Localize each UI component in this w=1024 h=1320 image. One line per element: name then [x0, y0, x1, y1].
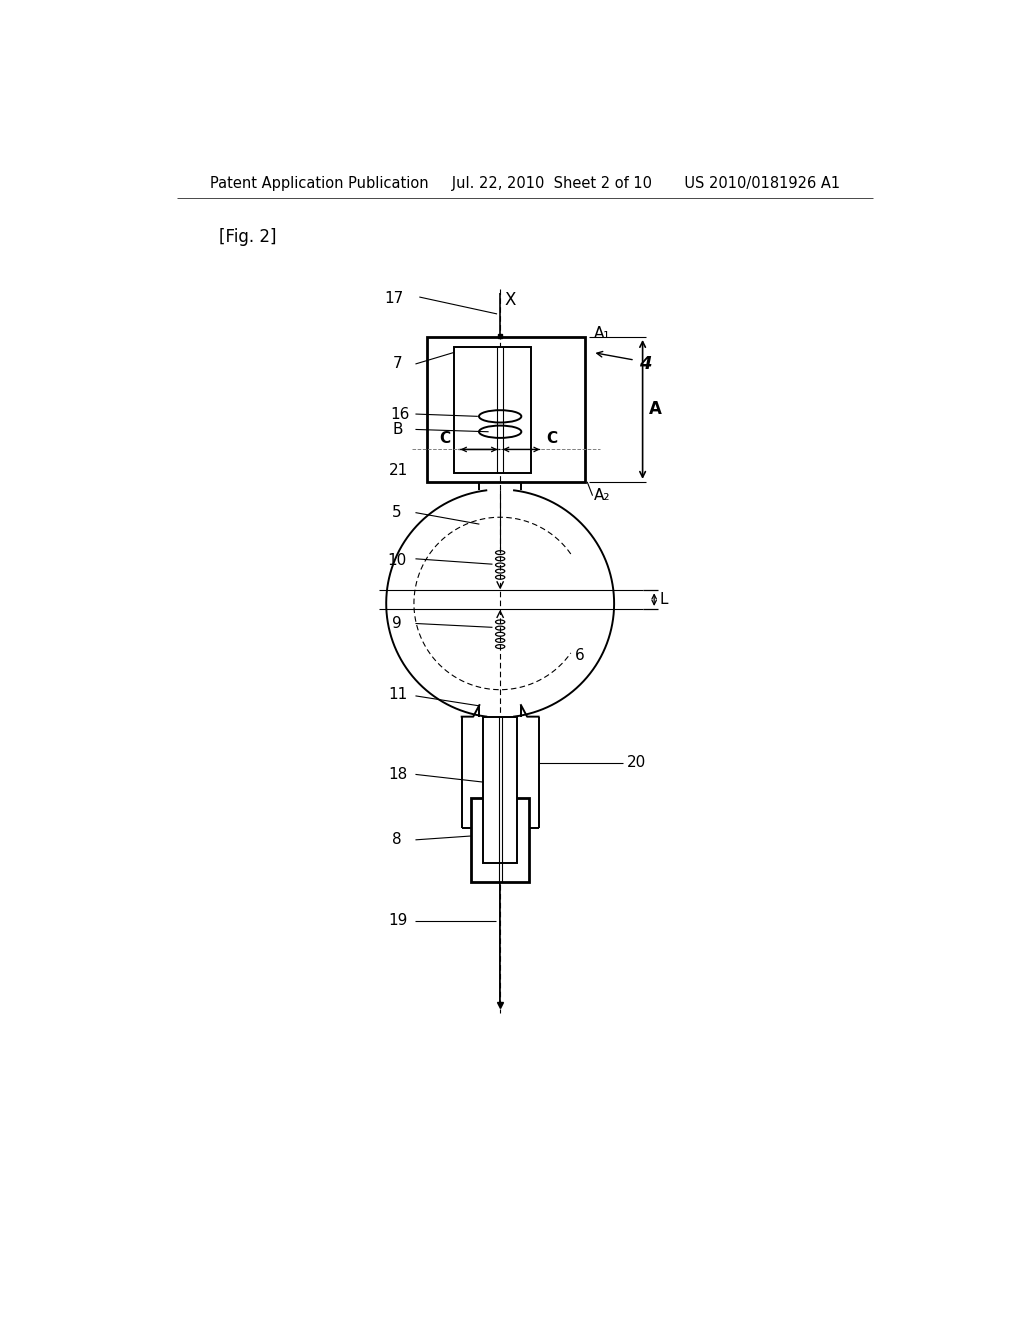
Text: 6: 6 [574, 648, 585, 663]
Text: A₂: A₂ [594, 488, 610, 503]
Text: Patent Application Publication     Jul. 22, 2010  Sheet 2 of 10       US 2010/01: Patent Application Publication Jul. 22, … [210, 176, 840, 190]
Text: B: B [392, 422, 402, 437]
Text: 20: 20 [628, 755, 646, 771]
Text: 4: 4 [639, 355, 651, 374]
Bar [427, 337, 585, 482]
Text: 11: 11 [388, 686, 408, 702]
Text: 16: 16 [390, 407, 410, 421]
Text: 7: 7 [392, 356, 402, 371]
Bar [454, 347, 531, 473]
Text: 8: 8 [392, 833, 402, 847]
Text: A: A [649, 400, 662, 418]
Bar [483, 717, 517, 863]
Text: 9: 9 [392, 616, 402, 631]
Text: X: X [504, 290, 515, 309]
Text: 21: 21 [388, 463, 408, 478]
Text: C: C [439, 432, 451, 446]
Text: 17: 17 [385, 290, 403, 306]
Text: 19: 19 [388, 913, 408, 928]
Text: 10: 10 [387, 553, 407, 568]
Text: 18: 18 [388, 767, 408, 781]
Text: 5: 5 [392, 506, 402, 520]
Text: [Fig. 2]: [Fig. 2] [219, 228, 276, 246]
Text: L: L [659, 593, 668, 607]
Text: C: C [547, 432, 557, 446]
Text: A₁: A₁ [594, 326, 610, 341]
Bar [471, 797, 529, 882]
